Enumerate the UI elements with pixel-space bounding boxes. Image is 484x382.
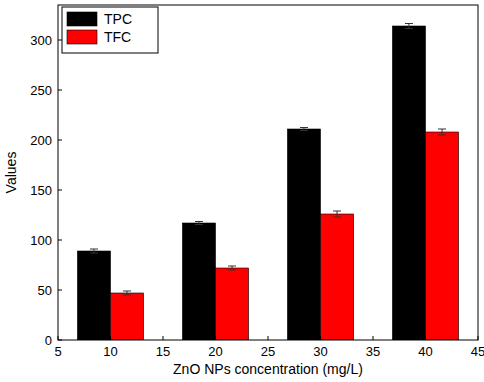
x-tick [425, 336, 426, 340]
y-tick [58, 340, 62, 341]
error-bar [123, 291, 131, 295]
x-tick [215, 336, 216, 340]
x-tick-label: 10 [103, 344, 117, 359]
y-tick [58, 90, 62, 91]
x-axis-label: ZnO NPs concentration (mg/L) [173, 361, 363, 377]
y-tick [58, 190, 62, 191]
bar [216, 268, 249, 340]
bars [77, 24, 458, 341]
x-tick [58, 336, 59, 340]
x-tick-label: 40 [418, 344, 432, 359]
error-bar [228, 266, 236, 270]
x-tick-label: 30 [313, 344, 327, 359]
x-tick-label: 25 [261, 344, 275, 359]
x-tick [110, 336, 111, 340]
error-bar [405, 24, 413, 29]
error-bar [333, 211, 341, 217]
x-tick-label: 15 [156, 344, 170, 359]
legend: TPC TFC [62, 7, 158, 53]
y-tick-label: 150 [30, 183, 52, 198]
error-bar [195, 222, 203, 225]
x-tick [163, 336, 164, 340]
y-tick-label: 0 [45, 333, 52, 348]
chart: 5 10 15 20 25 30 35 40 45 0 50 100 150 200 250 300 ZnO N… [0, 0, 484, 382]
bar [182, 223, 215, 340]
y-tick-label: 300 [30, 33, 52, 48]
y-tick-label: 200 [30, 133, 52, 148]
x-tick-label: 35 [366, 344, 380, 359]
bar [287, 129, 320, 340]
y-tick [58, 240, 62, 241]
y-tick [58, 290, 62, 291]
x-tick-label: 45 [471, 344, 484, 359]
plot-frame [58, 5, 478, 340]
legend-box [62, 7, 158, 53]
x-tick [320, 336, 321, 340]
y-tick-label: 50 [38, 283, 52, 298]
bar [77, 251, 110, 340]
bar [426, 132, 459, 340]
legend-label: TPC [104, 11, 132, 27]
legend-swatch [67, 30, 97, 44]
x-tick [268, 336, 269, 340]
y-tick-label: 250 [30, 83, 52, 98]
x-tick-label: 20 [208, 344, 222, 359]
legend-swatch [67, 12, 97, 26]
x-tick [373, 336, 374, 340]
legend-label: TFC [104, 29, 131, 45]
error-bar [438, 129, 446, 135]
y-tick [58, 140, 62, 141]
y-tick [58, 40, 62, 41]
bar [392, 26, 425, 340]
x-tick-label: 5 [54, 344, 61, 359]
y-axis-label: Values [3, 152, 19, 194]
error-bar [300, 128, 308, 131]
y-tick-label: 100 [30, 233, 52, 248]
bar [111, 293, 144, 340]
x-tick [478, 336, 479, 340]
bar [321, 214, 354, 340]
error-bar [90, 249, 98, 253]
